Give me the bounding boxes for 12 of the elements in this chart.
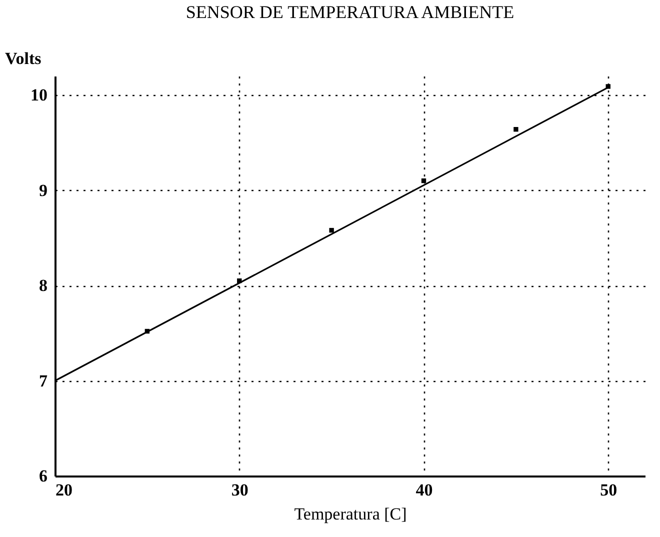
y-axis-title: Volts xyxy=(5,49,42,68)
y-tick-label: 6 xyxy=(39,466,48,486)
y-tick-label: 10 xyxy=(30,86,48,105)
y-tick-label: 7 xyxy=(39,371,48,390)
x-axis-title: Temperatura [C] xyxy=(294,504,407,524)
x-tick-label: 30 xyxy=(231,480,248,500)
x-tick-label: 40 xyxy=(416,480,433,500)
chart-title: SENSOR DE TEMPERATURA AMBIENTE xyxy=(186,2,514,22)
y-tick-label: 8 xyxy=(39,276,48,296)
y-tick-label: 9 xyxy=(39,180,48,200)
x-tick-label: 20 xyxy=(56,480,72,500)
x-tick-label: 50 xyxy=(600,480,618,500)
